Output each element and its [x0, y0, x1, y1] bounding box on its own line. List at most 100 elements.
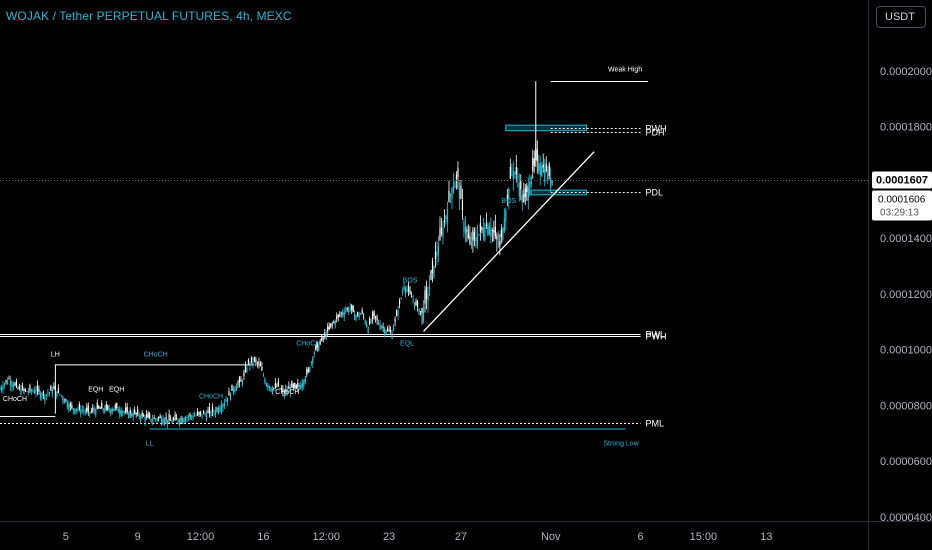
candle-body	[527, 187, 529, 201]
candle-body	[307, 368, 309, 372]
candle-body	[99, 407, 101, 409]
candle-body	[424, 290, 426, 304]
candle-body	[372, 312, 374, 319]
candle-body	[170, 419, 172, 421]
candle-body	[382, 327, 384, 329]
candle-body	[44, 395, 46, 402]
candle-body	[334, 320, 336, 326]
candle-body	[397, 310, 399, 316]
candle-body	[310, 362, 312, 364]
candle-body	[147, 413, 149, 418]
candle-body	[309, 366, 311, 372]
candle-body	[108, 409, 110, 411]
candle-body	[219, 406, 221, 412]
candle-body	[68, 404, 70, 411]
candle-body	[526, 185, 528, 193]
candle-body	[262, 374, 264, 376]
candle-body	[509, 166, 511, 179]
currency-selector-button[interactable]: USDT	[876, 6, 926, 28]
candle-body	[297, 382, 299, 388]
candle-body	[92, 407, 94, 411]
structure-label: Strong Low	[603, 441, 639, 448]
x-tick-label: 12:00	[312, 531, 340, 543]
candle-body	[211, 406, 214, 412]
candle-body	[485, 224, 487, 226]
candle-body	[476, 235, 478, 247]
candle-body	[457, 168, 459, 177]
candle-body	[327, 326, 329, 332]
candle-body	[539, 164, 541, 175]
candle-body	[415, 301, 417, 305]
candle-body	[198, 411, 200, 415]
candle-body	[220, 405, 223, 412]
candle-body	[422, 308, 425, 321]
candle-body	[363, 316, 365, 318]
level-label: PWH	[646, 332, 667, 342]
candle-body	[388, 329, 390, 332]
candle-body	[259, 363, 261, 367]
candle-body	[433, 265, 435, 277]
candle-body	[250, 356, 253, 363]
candle-body	[84, 410, 86, 412]
candle-body	[129, 410, 131, 413]
candle-body	[343, 311, 345, 317]
candle-body	[171, 420, 173, 423]
candle-body	[140, 415, 142, 421]
candle-body	[89, 412, 91, 414]
candle-body	[252, 361, 254, 364]
candle-body	[56, 391, 58, 397]
candle-body	[74, 408, 76, 414]
candle-body	[105, 404, 107, 410]
candle-body	[168, 413, 170, 421]
candle-body	[181, 418, 184, 424]
candle-body	[195, 415, 197, 417]
candle-body	[367, 327, 369, 334]
candle-body	[419, 310, 422, 312]
candle-body	[364, 320, 366, 324]
candle-body	[472, 229, 474, 241]
candle-body	[487, 224, 489, 235]
supply-zone	[505, 124, 588, 132]
candle-body	[27, 391, 30, 393]
x-tick-label: 5	[63, 531, 69, 543]
candle-body	[5, 380, 7, 383]
candle-body	[391, 332, 393, 339]
candle-body	[427, 293, 429, 301]
candle-body	[135, 413, 137, 415]
candle-body	[241, 380, 244, 385]
structure-label: LH	[51, 352, 60, 359]
candle-body	[42, 391, 44, 395]
candle-body	[524, 188, 526, 197]
candle-body	[550, 178, 552, 188]
candle-body	[35, 389, 37, 393]
candle-body	[87, 405, 89, 412]
candle-body	[45, 394, 47, 396]
candle-body	[243, 372, 245, 377]
candle-body	[207, 410, 209, 414]
candle-body	[533, 158, 535, 166]
candle-body	[155, 418, 157, 420]
level-label: PWH	[646, 124, 667, 134]
candle-body	[48, 392, 50, 394]
bid-price-tag	[872, 190, 932, 221]
candle-body	[303, 380, 305, 387]
candle-body	[178, 419, 181, 425]
candle-body	[395, 311, 398, 317]
candle-body	[387, 328, 389, 331]
candle-body	[189, 414, 191, 417]
candle-body	[409, 289, 411, 294]
candle-body	[205, 413, 208, 420]
candle-body	[14, 383, 16, 386]
candle-body	[39, 392, 42, 399]
candle-body	[249, 362, 251, 366]
candle-body	[247, 359, 250, 364]
candle-body	[298, 385, 300, 387]
candle-body	[425, 287, 428, 299]
candle-body	[234, 387, 236, 392]
candle-body	[228, 390, 230, 396]
candle-body	[536, 149, 538, 162]
candle-body	[237, 383, 239, 385]
candle-body	[0, 386, 3, 391]
